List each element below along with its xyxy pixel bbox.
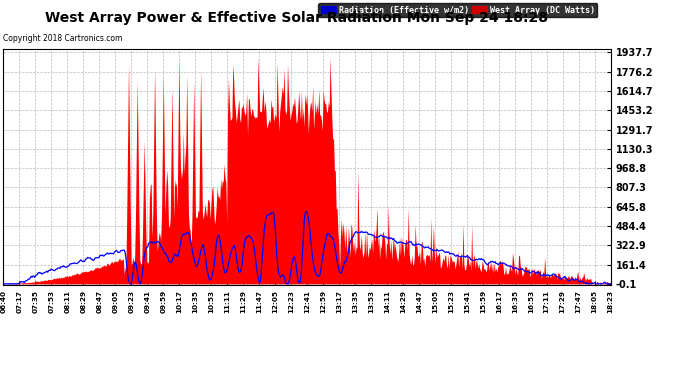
Legend: Radiation (Effective w/m2), West Array (DC Watts): Radiation (Effective w/m2), West Array (…: [318, 3, 598, 17]
Text: West Array Power & Effective Solar Radiation Mon Sep 24 18:28: West Array Power & Effective Solar Radia…: [46, 11, 548, 25]
Text: Copyright 2018 Cartronics.com: Copyright 2018 Cartronics.com: [3, 34, 123, 43]
